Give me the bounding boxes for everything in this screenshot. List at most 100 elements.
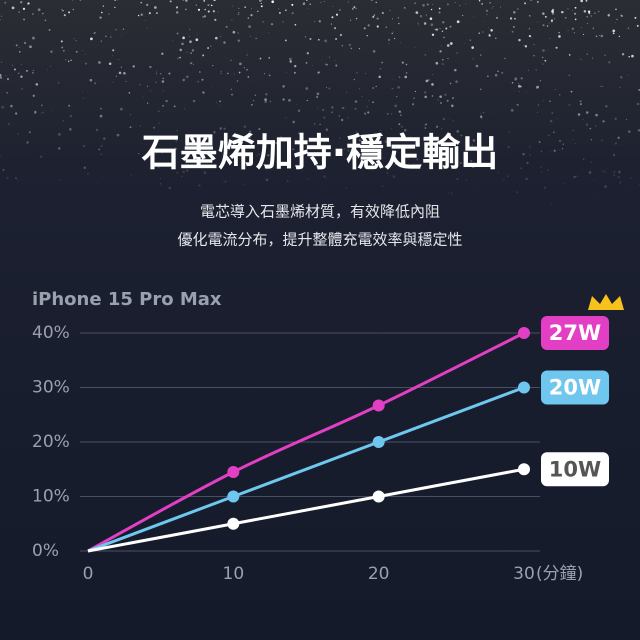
sparkle (549, 151, 551, 152)
sparkle (343, 107, 345, 109)
sparkle (156, 12, 158, 14)
sparkle (87, 172, 89, 175)
sparkle (128, 92, 131, 94)
sparkle (93, 31, 96, 34)
sparkle (289, 57, 292, 61)
sparkle (175, 11, 179, 14)
sparkle (176, 129, 178, 131)
sparkle (489, 1, 491, 4)
sparkle (250, 133, 252, 135)
sparkle (197, 8, 201, 11)
sparkle (219, 127, 222, 130)
sparkle (22, 7, 26, 11)
sparkle (534, 118, 536, 120)
sparkle (488, 34, 491, 37)
sparkle (186, 169, 189, 172)
legend-label: 20W (549, 376, 601, 400)
data-point (227, 517, 240, 530)
sparkle (583, 6, 585, 8)
sparkle (0, 74, 2, 77)
sparkle (306, 178, 309, 181)
sparkle (101, 11, 103, 14)
sparkle (355, 7, 357, 10)
sparkle (147, 27, 148, 29)
sparkle (606, 167, 608, 169)
sparkle (429, 17, 433, 20)
sparkle (403, 167, 405, 169)
sparkle (110, 36, 112, 38)
sparkle (372, 101, 374, 104)
sparkle (198, 184, 201, 187)
sparkle (371, 170, 373, 172)
sparkle (192, 99, 196, 103)
sparkle (176, 32, 179, 35)
sparkle (621, 15, 623, 17)
sparkle (389, 10, 391, 12)
legend-label: 10W (549, 457, 601, 481)
sparkle (199, 71, 201, 73)
sparkle (340, 118, 344, 122)
sparkle (503, 179, 505, 181)
sparkle (445, 27, 448, 30)
sparkle (168, 186, 172, 190)
sparkle (339, 33, 343, 37)
sparkle (224, 180, 227, 183)
sparkle (248, 25, 252, 28)
sparkle (237, 39, 240, 42)
sparkle (195, 4, 197, 6)
sparkle (72, 0, 73, 1)
sparkle (282, 85, 285, 88)
sparkle (371, 0, 373, 1)
sparkle (63, 49, 65, 52)
sparkle (33, 111, 37, 114)
y-tick-label: 40% (32, 323, 70, 343)
sparkle (186, 75, 189, 78)
sparkle (161, 52, 164, 55)
sparkle (517, 8, 519, 10)
sparkle (152, 126, 156, 129)
sparkle (561, 148, 564, 150)
sparkle (258, 141, 261, 144)
sparkle (627, 189, 630, 192)
sparkle (15, 177, 17, 180)
sparkle (583, 158, 585, 160)
sparkle (396, 96, 398, 98)
sparkle (524, 2, 527, 5)
sparkle (108, 62, 112, 66)
sparkle (508, 131, 510, 133)
sparkle (37, 8, 41, 12)
sparkle (366, 105, 368, 108)
sparkle (83, 166, 87, 169)
sparkle (431, 145, 433, 147)
sparkle (316, 92, 320, 96)
sparkle (325, 128, 329, 131)
sparkle (0, 15, 2, 17)
sparkle (335, 64, 338, 67)
sparkle (32, 69, 34, 71)
sparkle (0, 18, 2, 20)
sparkle (343, 148, 345, 150)
sparkle (219, 105, 221, 106)
sparkle (394, 104, 398, 108)
sparkle (322, 109, 324, 111)
sparkle (375, 1, 377, 4)
sparkle (446, 148, 447, 150)
sparkle (306, 52, 309, 55)
sparkle (513, 26, 515, 28)
sparkle (139, 125, 142, 127)
sparkle (186, 51, 188, 53)
sparkle (634, 16, 637, 19)
sparkle (592, 195, 594, 197)
sparkle (31, 13, 34, 15)
sparkle (625, 118, 627, 120)
sparkle (424, 95, 427, 99)
sparkle (564, 16, 567, 19)
sparkle (247, 76, 250, 78)
sparkle (491, 167, 493, 169)
sparkle (179, 56, 181, 59)
sparkle (511, 81, 514, 84)
sparkle (590, 138, 593, 141)
sparkle (390, 113, 393, 115)
sparkle (435, 28, 439, 31)
